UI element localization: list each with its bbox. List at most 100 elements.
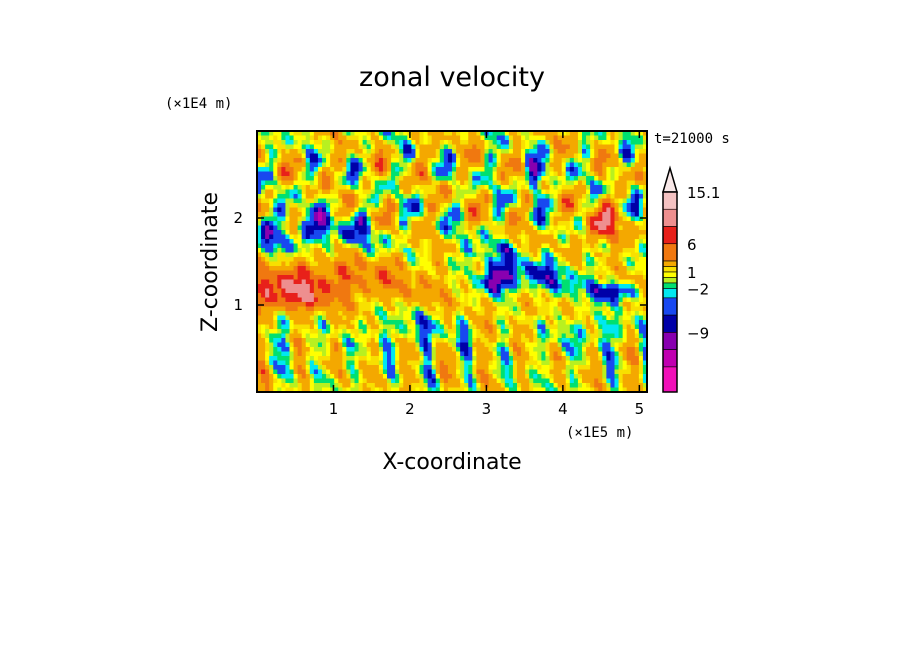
field-cell xyxy=(472,176,477,182)
field-cell xyxy=(594,158,599,164)
field-cell xyxy=(460,239,465,245)
field-cell xyxy=(342,338,347,344)
field-cell xyxy=(468,275,473,281)
field-cell xyxy=(407,162,412,168)
field-cell xyxy=(330,311,335,317)
field-cell xyxy=(553,266,559,272)
field-cell xyxy=(476,351,482,357)
field-cell xyxy=(460,333,465,339)
field-cell xyxy=(346,248,352,254)
field-cell xyxy=(468,338,473,344)
field-cell xyxy=(443,356,449,362)
field-cell xyxy=(391,302,396,308)
field-cell xyxy=(622,288,628,294)
field-cell xyxy=(395,212,400,218)
field-cell xyxy=(297,162,303,168)
field-cell xyxy=(354,203,360,209)
field-cell xyxy=(257,360,262,366)
field-cell xyxy=(317,347,323,353)
field-cell xyxy=(492,176,498,182)
field-cell xyxy=(488,203,494,209)
field-cell xyxy=(411,207,417,213)
field-cell xyxy=(590,324,595,330)
field-cell xyxy=(423,185,429,191)
field-cell xyxy=(638,288,644,294)
field-cell xyxy=(598,189,603,195)
field-cell xyxy=(382,203,388,209)
field-cell xyxy=(610,135,616,141)
field-cell xyxy=(492,306,498,312)
field-cell xyxy=(415,153,421,159)
field-cell xyxy=(517,324,522,330)
field-cell xyxy=(342,266,347,272)
field-cell xyxy=(504,225,510,231)
field-cell xyxy=(334,203,339,209)
field-cell xyxy=(573,149,579,155)
field-cell xyxy=(431,261,437,267)
field-cell xyxy=(517,158,522,164)
field-cell xyxy=(447,243,453,249)
field-cell xyxy=(472,311,477,317)
field-cell xyxy=(565,360,571,366)
field-cell xyxy=(488,320,494,326)
field-cell xyxy=(326,248,331,254)
field-cell xyxy=(565,225,571,231)
field-cell xyxy=(439,261,445,267)
field-cell xyxy=(378,203,384,209)
field-cell xyxy=(419,351,425,357)
field-cell xyxy=(387,320,392,326)
field-cell xyxy=(533,131,538,137)
field-cell xyxy=(305,333,311,339)
field-cell xyxy=(378,185,384,191)
field-cell xyxy=(370,315,376,321)
field-cell xyxy=(561,360,567,366)
field-cell xyxy=(305,180,311,186)
field-cell xyxy=(634,302,640,308)
field-cell xyxy=(391,324,396,330)
field-cell xyxy=(638,252,644,258)
field-cell xyxy=(525,239,530,245)
field-cell xyxy=(472,351,477,357)
field-cell xyxy=(512,158,518,164)
field-cell xyxy=(496,185,502,191)
field-cell xyxy=(285,257,291,263)
field-cell xyxy=(289,194,295,200)
field-cell xyxy=(537,185,542,191)
field-cell xyxy=(508,279,514,285)
field-cell xyxy=(382,315,388,321)
field-cell xyxy=(407,144,412,150)
field-cell xyxy=(265,194,270,200)
field-cell xyxy=(622,351,628,357)
field-cell xyxy=(293,252,299,258)
field-cell xyxy=(370,185,376,191)
field-cell xyxy=(569,171,575,177)
field-cell xyxy=(443,203,449,209)
field-cell xyxy=(338,140,343,146)
field-cell xyxy=(273,320,278,326)
field-cell xyxy=(407,297,412,303)
field-cell xyxy=(354,266,360,272)
field-cell xyxy=(415,324,421,330)
field-cell xyxy=(407,347,412,353)
field-cell xyxy=(305,153,311,159)
field-cell xyxy=(561,144,567,150)
field-cell xyxy=(638,207,644,213)
field-cell xyxy=(606,306,612,312)
field-cell xyxy=(317,189,323,195)
field-cell xyxy=(354,225,360,231)
field-cell xyxy=(370,189,376,195)
field-cell xyxy=(460,185,465,191)
field-cell xyxy=(456,149,461,155)
field-cell xyxy=(488,270,494,276)
field-cell xyxy=(634,207,640,213)
field-cell xyxy=(309,302,315,308)
field-cell xyxy=(468,329,473,335)
field-cell xyxy=(476,167,482,173)
field-cell xyxy=(606,275,612,281)
field-cell xyxy=(330,342,335,348)
field-cell xyxy=(484,248,490,254)
field-cell xyxy=(277,140,282,146)
field-cell xyxy=(419,153,425,159)
field-cell xyxy=(521,198,526,204)
field-cell xyxy=(350,315,356,321)
